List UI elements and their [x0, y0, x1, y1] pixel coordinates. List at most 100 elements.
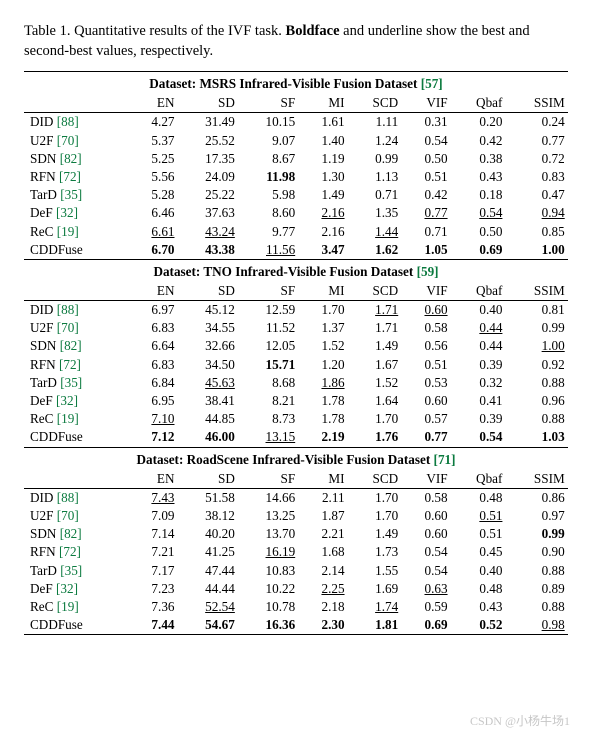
method-col-header	[24, 470, 128, 489]
metric-header: SCD	[348, 470, 402, 489]
value-cell: 4.27	[128, 113, 177, 132]
method-ref-link[interactable]: [72]	[59, 544, 81, 559]
value-cell: 0.88	[506, 598, 568, 616]
method-cell: DID [88]	[24, 301, 128, 320]
value-cell: 1.69	[348, 580, 402, 598]
value-cell: 0.54	[451, 204, 506, 222]
value-cell: 7.36	[128, 598, 177, 616]
method-ref-link[interactable]: [82]	[60, 338, 82, 353]
method-ref-link[interactable]: [70]	[57, 320, 79, 335]
method-ref-link[interactable]: [88]	[57, 114, 79, 129]
value-cell: 0.51	[402, 168, 451, 186]
table-caption: Table 1. Quantitative results of the IVF…	[24, 22, 568, 61]
value-cell: 16.19	[238, 543, 298, 561]
caption-prefix: Table 1. Quantitative results of the IVF…	[24, 23, 286, 39]
value-cell: 10.78	[238, 598, 298, 616]
dataset-ref-link[interactable]: [59]	[417, 264, 439, 279]
method-ref-link[interactable]: [70]	[57, 508, 79, 523]
method-name: TarD	[30, 375, 57, 390]
value-cell: 8.21	[238, 392, 298, 410]
dataset-label: Dataset: RoadScene Infrared-Visible Fusi…	[136, 452, 433, 467]
dataset-ref-link[interactable]: [71]	[434, 452, 456, 467]
metric-header: SD	[178, 282, 238, 301]
method-name: ReC	[30, 599, 53, 614]
method-ref-link[interactable]: [72]	[59, 357, 81, 372]
value-cell: 10.83	[238, 561, 298, 579]
method-name: CDDFuse	[30, 242, 83, 257]
method-ref-link[interactable]: [32]	[56, 581, 78, 596]
value-cell: 51.58	[178, 488, 238, 507]
value-cell: 0.32	[451, 374, 506, 392]
method-ref-link[interactable]: [82]	[60, 151, 82, 166]
value-cell: 43.24	[178, 222, 238, 240]
value-cell: 7.23	[128, 580, 177, 598]
metric-header: SD	[178, 94, 238, 113]
value-cell: 1.03	[506, 428, 568, 447]
method-name: SDN	[30, 151, 56, 166]
value-cell: 2.14	[298, 561, 347, 579]
value-cell: 52.54	[178, 598, 238, 616]
value-cell: 16.36	[238, 616, 298, 635]
value-cell: 43.38	[178, 241, 238, 260]
method-ref-link[interactable]: [19]	[57, 411, 79, 426]
value-cell: 1.52	[348, 374, 402, 392]
method-ref-link[interactable]: [19]	[57, 599, 79, 614]
value-cell: 6.61	[128, 222, 177, 240]
method-cell: RFN [72]	[24, 543, 128, 561]
method-name: DeF	[30, 205, 53, 220]
metric-header: Qbaf	[451, 282, 506, 301]
value-cell: 8.67	[238, 150, 298, 168]
method-name: U2F	[30, 133, 53, 148]
value-cell: 1.86	[298, 374, 347, 392]
method-ref-link[interactable]: [70]	[57, 133, 79, 148]
value-cell: 7.43	[128, 488, 177, 507]
method-ref-link[interactable]: [88]	[57, 302, 79, 317]
method-ref-link[interactable]: [82]	[60, 526, 82, 541]
method-ref-link[interactable]: [19]	[57, 224, 79, 239]
method-ref-link[interactable]: [72]	[59, 169, 81, 184]
method-name: TarD	[30, 563, 57, 578]
value-cell: 2.16	[298, 204, 347, 222]
method-ref-link[interactable]: [32]	[56, 393, 78, 408]
value-cell: 0.96	[506, 392, 568, 410]
value-cell: 25.22	[178, 186, 238, 204]
value-cell: 47.44	[178, 561, 238, 579]
value-cell: 0.88	[506, 410, 568, 428]
method-cell: DeF [32]	[24, 392, 128, 410]
value-cell: 44.85	[178, 410, 238, 428]
method-ref-link[interactable]: [35]	[60, 563, 82, 578]
value-cell: 13.25	[238, 507, 298, 525]
value-cell: 1.74	[348, 598, 402, 616]
method-ref-link[interactable]: [88]	[57, 490, 79, 505]
value-cell: 24.09	[178, 168, 238, 186]
method-ref-link[interactable]: [35]	[60, 187, 82, 202]
metric-header: SCD	[348, 282, 402, 301]
method-cell: U2F [70]	[24, 507, 128, 525]
value-cell: 7.09	[128, 507, 177, 525]
method-cell: DID [88]	[24, 488, 128, 507]
method-name: ReC	[30, 224, 53, 239]
value-cell: 0.42	[451, 132, 506, 150]
value-cell: 0.69	[451, 241, 506, 260]
value-cell: 1.71	[348, 319, 402, 337]
value-cell: 3.47	[298, 241, 347, 260]
value-cell: 5.98	[238, 186, 298, 204]
value-cell: 0.43	[451, 598, 506, 616]
value-cell: 1.87	[298, 507, 347, 525]
metric-header: EN	[128, 94, 177, 113]
value-cell: 41.25	[178, 543, 238, 561]
value-cell: 0.69	[402, 616, 451, 635]
value-cell: 0.57	[402, 410, 451, 428]
value-cell: 0.83	[506, 168, 568, 186]
value-cell: 1.55	[348, 561, 402, 579]
value-cell: 1.68	[298, 543, 347, 561]
dataset-ref-link[interactable]: [57]	[421, 76, 443, 91]
value-cell: 10.15	[238, 113, 298, 132]
method-ref-link[interactable]: [32]	[56, 205, 78, 220]
value-cell: 2.11	[298, 488, 347, 507]
value-cell: 6.64	[128, 337, 177, 355]
value-cell: 1.71	[348, 301, 402, 320]
method-cell: ReC [19]	[24, 410, 128, 428]
value-cell: 0.54	[402, 561, 451, 579]
method-ref-link[interactable]: [35]	[60, 375, 82, 390]
